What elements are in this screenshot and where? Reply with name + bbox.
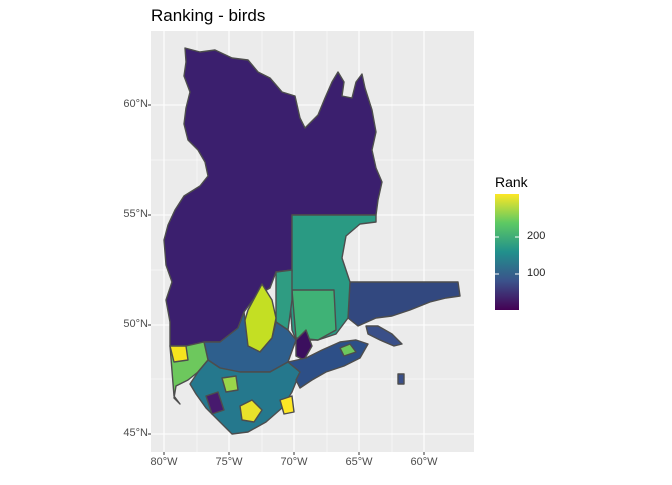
region-upper-green: [275, 269, 293, 331]
x-tick-label: 75°W: [215, 456, 243, 468]
x-tick-label: 70°W: [280, 456, 308, 468]
region-magdalen: [397, 373, 405, 385]
axis-ticks: [148, 104, 425, 455]
legend-label: 100: [527, 267, 546, 279]
region-east-coast: [347, 281, 461, 327]
x-tick-label: 80°W: [150, 456, 178, 468]
region-south-central: [189, 359, 301, 435]
region-east-yellow: [279, 395, 295, 415]
region-south-lime: [221, 375, 239, 393]
y-tick-label: 45°N: [123, 427, 148, 439]
legend-label: 200: [527, 230, 546, 242]
y-tick-label: 55°N: [123, 208, 148, 220]
map-title: Ranking - birds: [151, 6, 266, 25]
region-southwest-yellow: [169, 345, 189, 363]
region-gaspe-green: [339, 343, 357, 357]
y-tick-label: 50°N: [123, 318, 148, 330]
x-tick-label: 65°W: [345, 456, 373, 468]
y-tick-label: 60°N: [123, 98, 148, 110]
legend-colorbar: [495, 194, 519, 310]
map-regions: [163, 47, 461, 435]
region-south-purple: [205, 391, 225, 415]
region-north-shore-purple: [295, 329, 313, 361]
region-anticosti: [365, 325, 403, 347]
region-south-yellow: [239, 399, 263, 423]
region-north-shore-green: [291, 289, 337, 341]
legend-ticks: [495, 236, 519, 275]
x-tick-label: 60°W: [410, 456, 438, 468]
legend-title: Rank: [495, 174, 528, 190]
